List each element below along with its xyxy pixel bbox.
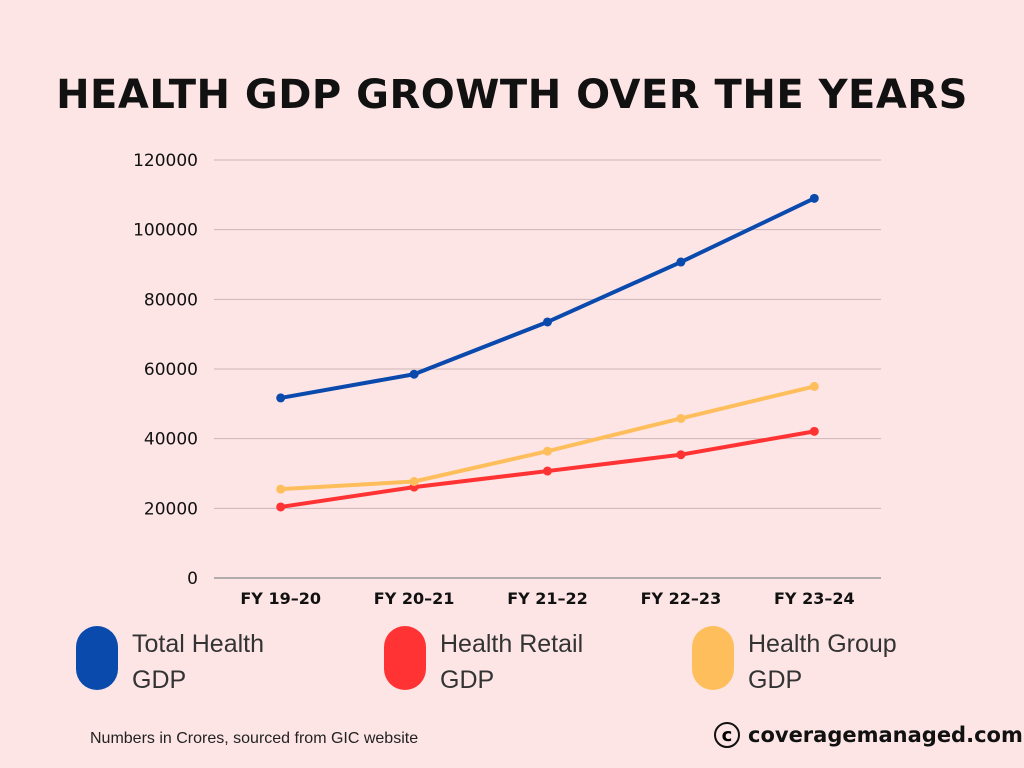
data-point (543, 446, 552, 456)
copyright-icon: c (714, 722, 740, 748)
y-tick-label: 20000 (144, 499, 198, 519)
data-point (809, 193, 819, 203)
chart-title: HEALTH GDP GROWTH OVER THE YEARS (56, 72, 968, 118)
x-tick-label: FY 22–23 (641, 589, 722, 608)
legend-swatch (692, 626, 734, 690)
legend-item-health-retail: Health Retail GDP (384, 626, 630, 698)
y-tick-label: 60000 (144, 360, 198, 380)
data-point (543, 317, 552, 327)
data-point (276, 502, 286, 512)
data-point (276, 393, 286, 403)
legend-label: Health Group GDP (748, 630, 897, 694)
y-tick-label: 80000 (144, 290, 198, 310)
brand: c coveragemanaged.com (714, 722, 1023, 748)
legend-label: Total Health GDP (132, 630, 265, 694)
x-tick-label: FY 21–22 (507, 589, 588, 608)
data-point (809, 381, 819, 391)
data-point (409, 477, 419, 487)
y-tick-label: 120000 (133, 151, 198, 171)
legend-swatch (76, 626, 118, 690)
y-tick-label: 100000 (133, 221, 198, 241)
data-point (409, 369, 419, 379)
y-tick-label: 0 (187, 569, 198, 589)
line-chart: 0 20000 40000 60000 80000 100000 120000 FY 19–2… (133, 151, 881, 608)
legend-item-health-group: Health Group GDP (692, 626, 938, 698)
data-point (543, 466, 552, 476)
x-tick-label: FY 20–21 (374, 589, 455, 608)
data-point (676, 450, 686, 460)
data-point (676, 257, 686, 267)
data-point (676, 413, 686, 423)
brand-text: coveragemanaged.com (748, 723, 1023, 747)
series-line (280, 196, 816, 400)
footnote: Numbers in Crores, sourced from GIC webs… (90, 730, 419, 747)
legend-swatch (384, 626, 426, 690)
data-point (809, 426, 819, 436)
legend-label: Health Retail GDP (440, 630, 584, 694)
data-point (276, 484, 286, 494)
y-tick-label: 40000 (144, 430, 198, 450)
legend-item-total-health: Total Health GDP (76, 626, 322, 698)
x-tick-label: FY 23–24 (774, 589, 855, 608)
x-tick-label: FY 19–20 (240, 589, 321, 608)
